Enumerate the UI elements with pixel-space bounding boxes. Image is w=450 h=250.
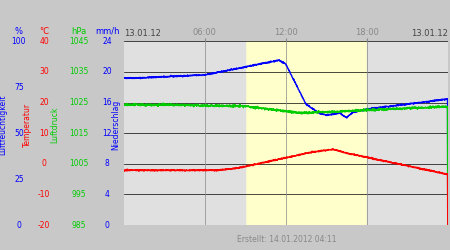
Text: 8: 8 [105, 159, 109, 168]
Text: 13.01.12: 13.01.12 [411, 28, 448, 38]
Text: 1025: 1025 [69, 98, 88, 107]
Text: 24: 24 [102, 37, 112, 46]
Text: 1005: 1005 [69, 159, 89, 168]
Text: 13.01.12: 13.01.12 [124, 28, 161, 38]
Text: -10: -10 [38, 190, 50, 199]
Bar [245, 41, 367, 225]
Text: Luftdruck: Luftdruck [50, 107, 59, 143]
Text: 16: 16 [102, 98, 112, 107]
Text: Luftfeuchtigkeit: Luftfeuchtigkeit [0, 95, 7, 155]
Text: 20: 20 [102, 67, 112, 76]
Text: %: % [15, 27, 23, 36]
Text: 4: 4 [105, 190, 109, 199]
Text: 100: 100 [12, 37, 26, 46]
Text: 12: 12 [102, 128, 112, 138]
Text: Erstellt: 14.01.2012 04:11: Erstellt: 14.01.2012 04:11 [237, 235, 337, 244]
Text: 0: 0 [17, 220, 21, 230]
Text: 30: 30 [39, 67, 49, 76]
Text: Temperatur: Temperatur [22, 103, 32, 147]
Text: °C: °C [39, 27, 49, 36]
Text: 1015: 1015 [69, 128, 88, 138]
Text: -20: -20 [38, 220, 50, 230]
Text: hPa: hPa [71, 27, 86, 36]
Bar [124, 41, 245, 225]
Text: 0: 0 [105, 220, 109, 230]
Text: 25: 25 [14, 174, 24, 184]
Text: 10: 10 [39, 128, 49, 138]
Text: 40: 40 [39, 37, 49, 46]
Text: 985: 985 [72, 220, 86, 230]
Text: 0: 0 [42, 159, 46, 168]
Text: 1045: 1045 [69, 37, 89, 46]
Text: 20: 20 [39, 98, 49, 107]
Text: 75: 75 [14, 83, 24, 92]
Bar [367, 41, 448, 225]
Text: Niederschlag: Niederschlag [112, 100, 121, 150]
Text: 50: 50 [14, 128, 24, 138]
Text: mm/h: mm/h [95, 27, 119, 36]
Text: 1035: 1035 [69, 67, 89, 76]
Text: 995: 995 [72, 190, 86, 199]
